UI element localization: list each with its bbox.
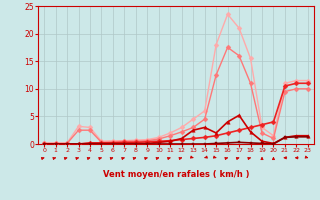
X-axis label: Vent moyen/en rafales ( km/h ): Vent moyen/en rafales ( km/h ): [103, 170, 249, 179]
